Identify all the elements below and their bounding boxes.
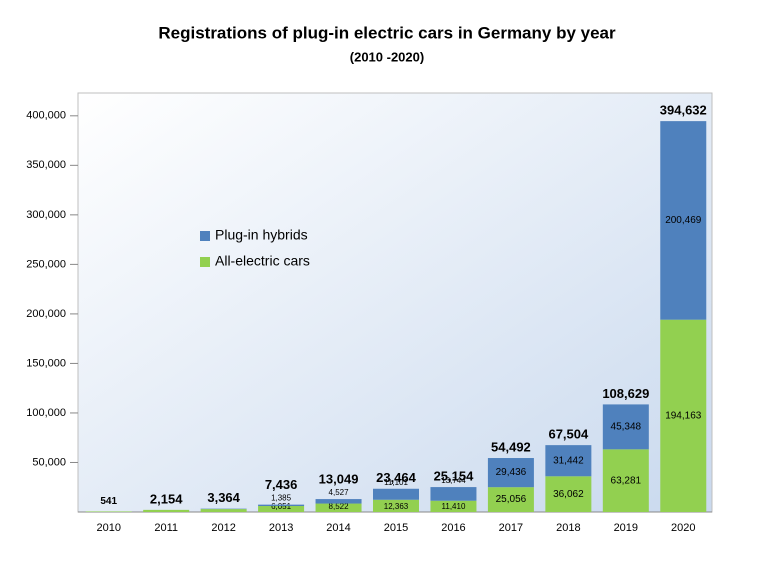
bar-segment xyxy=(430,500,477,512)
bar-segment xyxy=(660,121,707,320)
segment-label: 45,348 xyxy=(611,422,642,433)
legend-swatch xyxy=(200,257,210,267)
bar-segment xyxy=(602,449,649,512)
y-tick-label: 100,000 xyxy=(26,407,66,419)
segment-label: 25,056 xyxy=(496,494,527,505)
segment-label: 36,062 xyxy=(553,489,584,500)
segment-label: 12,363 xyxy=(384,502,409,511)
bar-segment xyxy=(487,458,534,488)
y-tick-label: 300,000 xyxy=(26,209,66,221)
total-label: 3,364 xyxy=(207,490,240,505)
bar-segment xyxy=(545,476,592,512)
legend-label: Plug-in hybrids xyxy=(215,227,308,243)
segment-label: 194,163 xyxy=(665,410,702,421)
legend-swatch xyxy=(200,231,210,241)
total-label: 13,049 xyxy=(319,472,359,487)
x-tick-label: 2018 xyxy=(556,522,580,534)
segment-label: 11,101 xyxy=(384,478,408,487)
segment-label: 29,436 xyxy=(496,467,527,478)
total-label: 541 xyxy=(100,496,117,507)
x-tick-label: 2013 xyxy=(269,522,293,534)
x-tick-label: 2020 xyxy=(671,522,695,534)
total-label: 394,632 xyxy=(660,103,707,118)
x-tick-label: 2014 xyxy=(326,522,350,534)
segment-label: 6,051 xyxy=(271,502,292,511)
segment-label: 31,442 xyxy=(553,455,584,466)
bar-segment xyxy=(545,445,592,477)
bar-segment xyxy=(200,509,247,512)
segment-label: 13,744 xyxy=(441,476,466,485)
bar-segment xyxy=(315,503,362,512)
bar-segment xyxy=(430,487,477,501)
x-tick-label: 2011 xyxy=(154,522,178,534)
bar-segment xyxy=(487,487,534,512)
total-label: 23,464 xyxy=(376,470,417,485)
x-tick-label: 2012 xyxy=(211,522,235,534)
segment-label: 4,527 xyxy=(329,488,350,497)
bar-segment xyxy=(315,499,362,504)
y-tick-label: 200,000 xyxy=(26,308,66,320)
y-tick-label: 400,000 xyxy=(26,110,66,122)
total-label: 108,629 xyxy=(602,386,649,401)
x-tick-label: 2017 xyxy=(499,522,523,534)
bar-segment xyxy=(258,506,305,512)
x-tick-label: 2010 xyxy=(96,522,120,534)
segment-label: 1,385 xyxy=(271,494,292,503)
y-tick-label: 150,000 xyxy=(26,357,66,369)
chart-title: Registrations of plug-in electric cars i… xyxy=(158,23,616,42)
total-label: 25,154 xyxy=(434,469,475,484)
bar-segment xyxy=(373,499,419,512)
bar-segment xyxy=(85,511,132,512)
total-label: 54,492 xyxy=(491,439,531,454)
y-tick-label: 50,000 xyxy=(32,456,66,468)
segment-label: 200,469 xyxy=(665,215,702,226)
x-tick-label: 2019 xyxy=(614,522,638,534)
bar-segment xyxy=(660,319,707,512)
y-tick-label: 350,000 xyxy=(26,159,66,171)
total-label: 7,436 xyxy=(265,477,298,492)
legend-label: All-electric cars xyxy=(215,253,310,269)
x-tick-label: 2016 xyxy=(441,522,465,534)
bar-segment xyxy=(258,504,305,507)
segment-label: 63,281 xyxy=(611,475,642,486)
bar-segment xyxy=(602,404,649,450)
y-tick-label: 250,000 xyxy=(26,258,66,270)
segment-label: 11,410 xyxy=(442,502,466,511)
total-label: 2,154 xyxy=(150,491,183,506)
segment-label: 8,522 xyxy=(329,502,350,511)
bar-segment xyxy=(373,488,419,500)
x-tick-label: 2015 xyxy=(384,522,408,534)
bar-segment xyxy=(143,509,190,512)
total-label: 67,504 xyxy=(548,427,589,442)
chart-subtitle: (2010 -2020) xyxy=(350,49,424,64)
